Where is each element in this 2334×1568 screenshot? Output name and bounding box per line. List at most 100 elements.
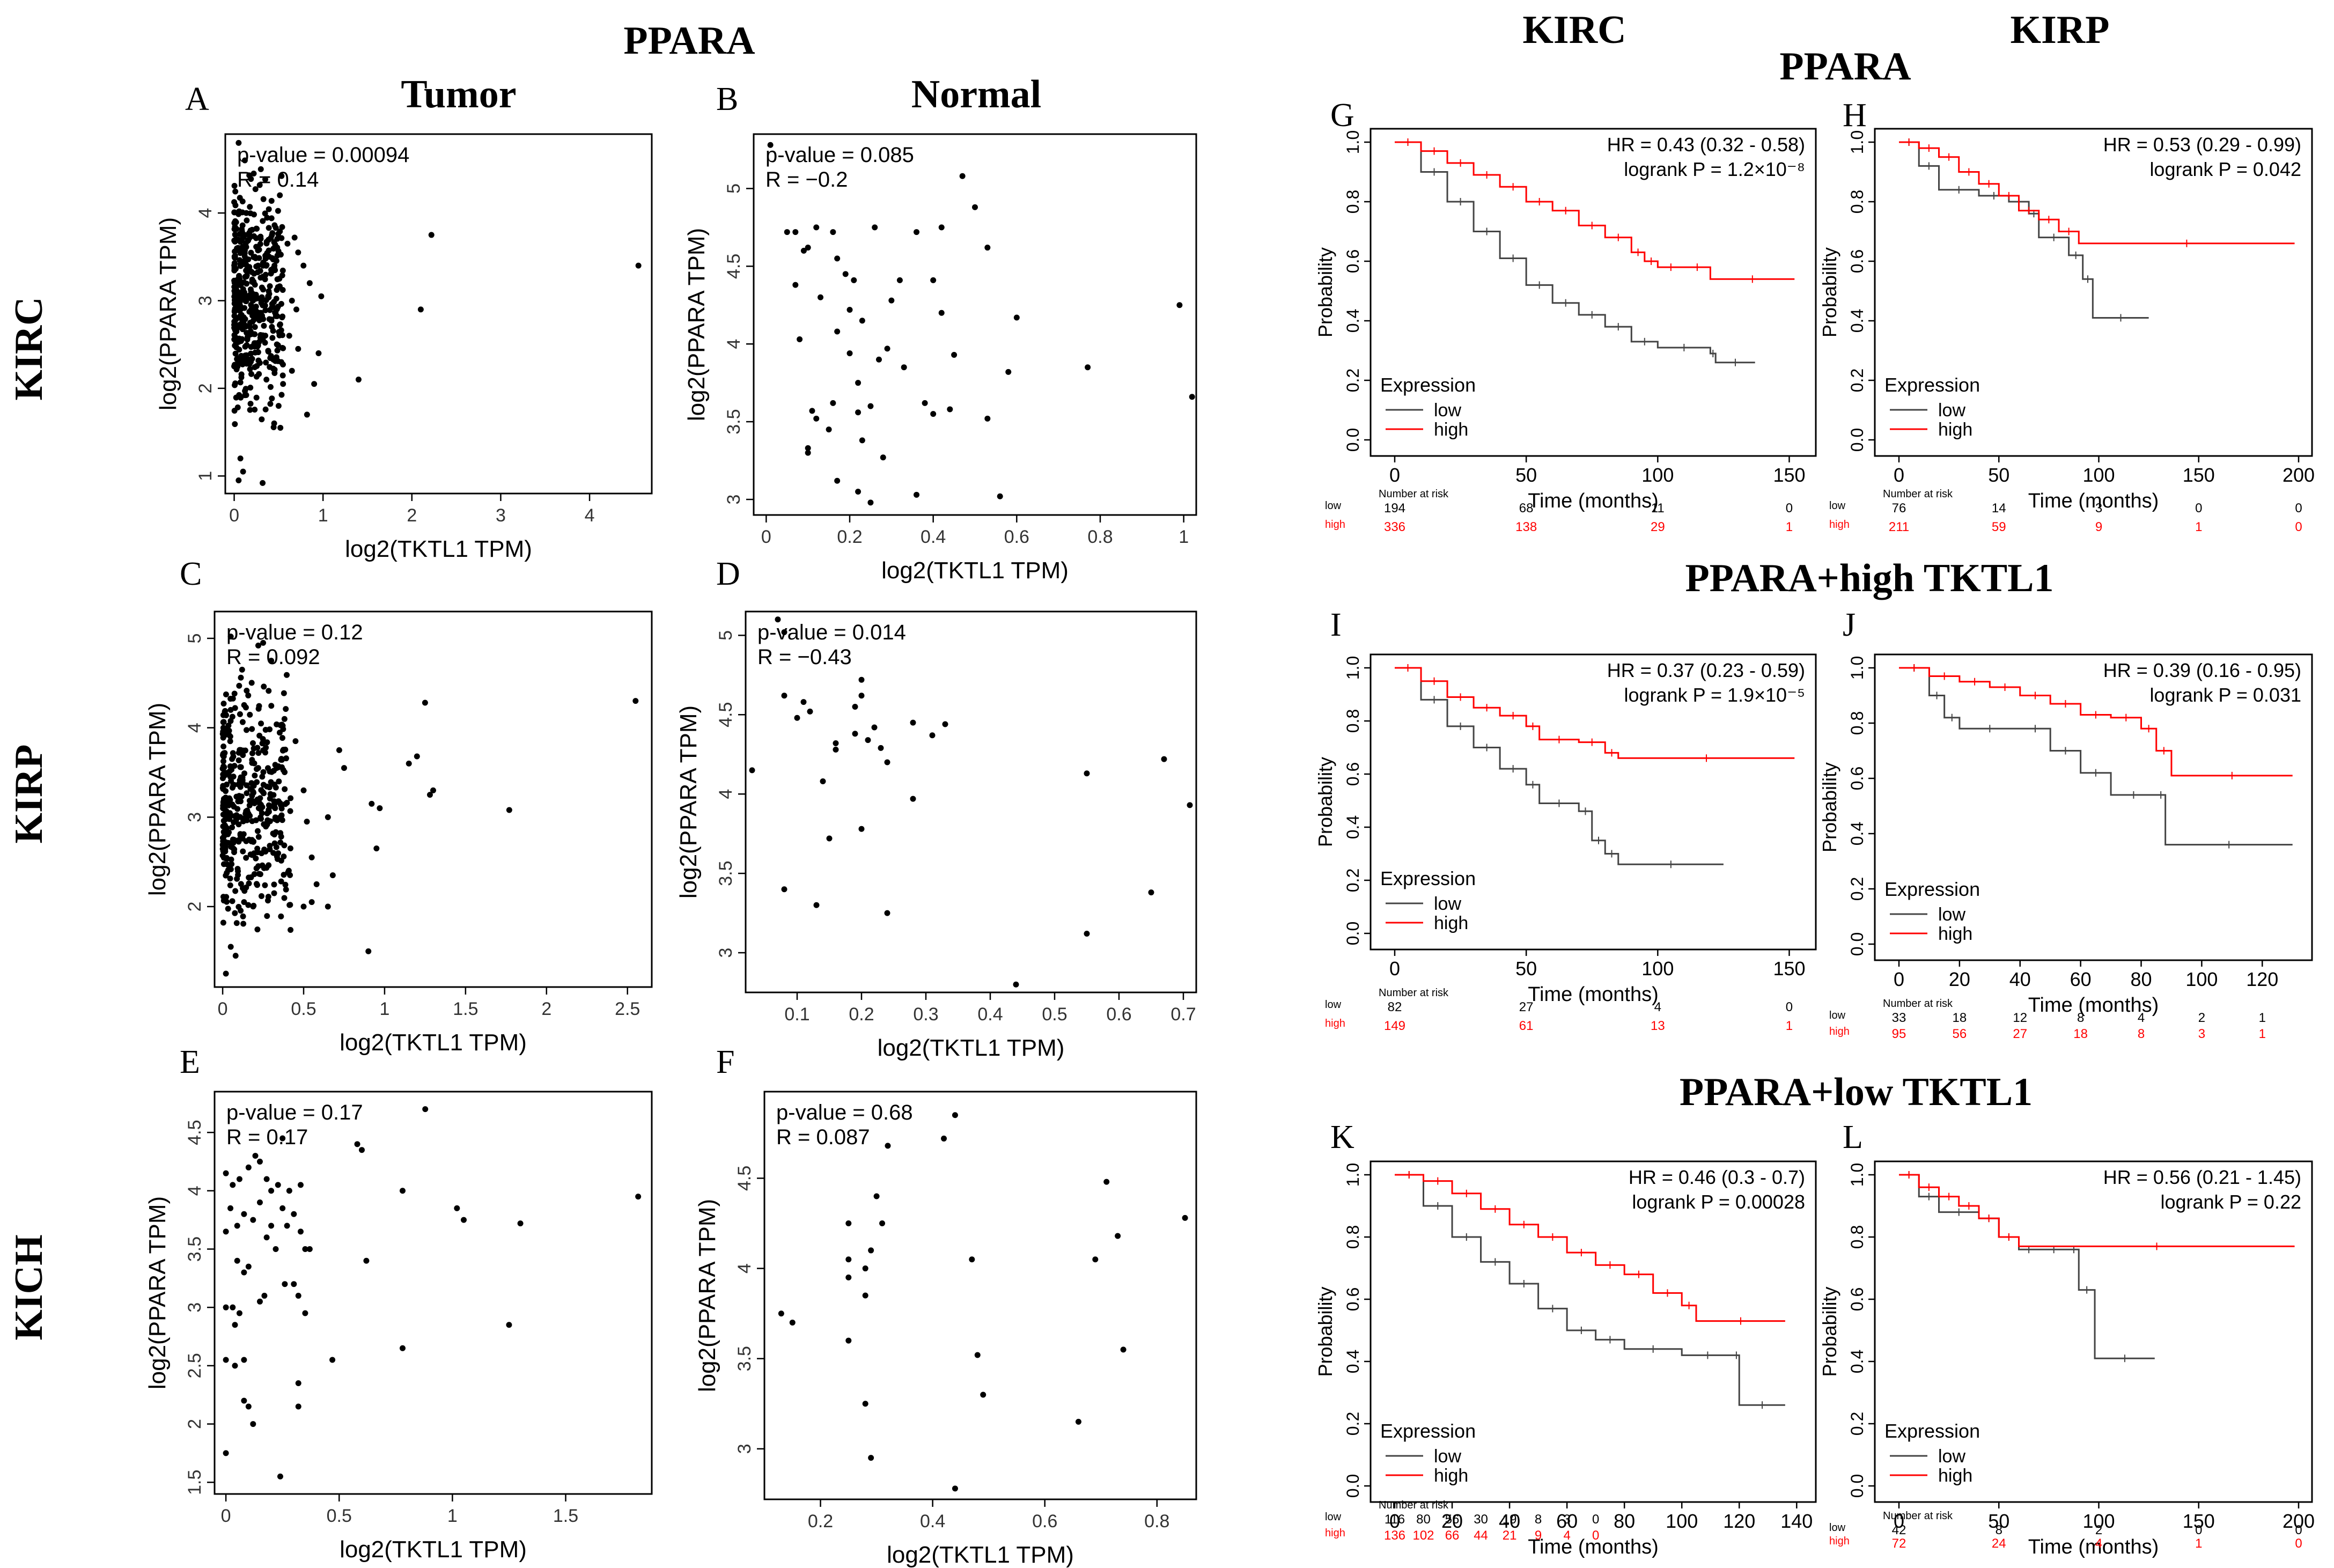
risk-count-high: 59 [1992,520,2006,534]
data-point [278,857,284,864]
risk-count-low: 0 [1786,1000,1793,1014]
data-point [237,231,243,237]
data-point [271,840,278,846]
data-point [264,215,270,221]
data-point [248,269,255,275]
data-point [297,1182,304,1188]
data-point [246,264,253,270]
y-tick-label: 0.2 [1847,1412,1867,1436]
data-point [220,758,226,764]
data-point [283,886,289,893]
data-point [223,970,229,977]
plot-frame [1370,128,1817,457]
y-tick-label: 0.4 [1847,309,1867,333]
data-point [247,711,253,718]
data-point [226,829,232,836]
data-point [242,704,249,711]
data-point [251,790,257,796]
y-tick-label: 1.0 [1847,130,1867,154]
risk-count-high: 0 [2295,1536,2302,1551]
data-point [959,173,966,179]
data-point [272,241,278,248]
data-point [781,693,787,699]
y-tick-label: 0.6 [1847,767,1867,790]
data-point [254,225,260,232]
data-point [363,1257,370,1264]
data-point [223,770,230,776]
data-point [250,798,256,805]
data-point [274,347,281,354]
x-axis-label: log2(TKTL1 TPM) [345,536,532,562]
data-point [220,743,227,750]
y-tick-label: 3.5 [185,1236,205,1262]
y-tick-label: 4 [195,208,216,218]
data-point [884,345,890,352]
data-point [274,276,281,283]
x-tick-label: 0 [1894,1510,1904,1532]
hazard-ratio: HR = 0.39 (0.16 - 0.95) [2103,659,2301,681]
data-point [242,343,248,350]
data-point [1005,369,1012,375]
data-point [302,1310,308,1316]
data-point [271,890,277,896]
data-point [267,307,273,313]
data-point [227,797,233,803]
data-point [232,327,238,333]
data-point [266,784,273,791]
data-point [341,765,347,771]
data-point [291,234,298,241]
data-point [867,403,874,409]
data-point [282,786,288,792]
risk-count-high: 18 [2073,1027,2088,1041]
risk-count-low: 19 [1503,1512,1517,1527]
data-point [229,756,235,762]
data-point [256,255,262,261]
data-point [1084,770,1090,777]
data-point [506,1322,512,1328]
data-point [274,235,281,242]
data-point [284,672,290,678]
plot-frame [745,610,1197,993]
km-panel-j: J 0.0 0.2 0.4 0.6 0.8 1.0 0 20 40 60 80 100 120 Time (… [1818,607,2313,1041]
y-axis-label: Probability [1818,247,1840,337]
y-tick-label: 1.5 [185,1470,205,1495]
data-point [231,254,238,261]
data-point [259,312,265,319]
data-point [635,1194,642,1200]
data-point [858,693,865,699]
x-axis-label: log2(TKTL1 TPM) [340,1536,527,1563]
y-axis-label: log2(PPARA TPM) [675,705,702,899]
risk-count-high: 95 [1892,1027,1906,1041]
y-axis-label: Probability [1818,1286,1840,1376]
data-point [244,817,250,823]
data-point [256,371,262,377]
data-point [257,871,263,878]
x-axis-label: Time (months) [2028,490,2159,512]
risk-table-title: Number at risk [1379,1499,1449,1511]
data-point [220,800,226,806]
data-point [231,226,238,232]
risk-count-high: 4 [1563,1528,1570,1543]
data-point [286,1188,292,1194]
data-point [245,692,252,698]
y-tick-label: 0.2 [1847,369,1867,392]
data-point [266,225,272,231]
risk-count-low: 194 [1384,501,1405,516]
x-tick-label: 100 [2185,968,2218,990]
data-point [300,903,307,910]
data-point [264,817,271,823]
data-point [300,787,307,793]
risk-count-high: 9 [1535,1528,1542,1543]
x-tick-label: 1.5 [453,999,478,1019]
data-point [862,1292,868,1299]
data-point [259,810,265,816]
y-tick-label: 0.6 [1847,249,1867,273]
data-point [240,244,246,250]
y-tick-label: 4.5 [734,1166,755,1191]
p-value-annotation: p-value = 0.68 [776,1101,913,1124]
data-point [805,445,811,451]
y-tick-label: 1.0 [1847,656,1867,680]
data-point [231,199,238,205]
y-tick-label: 4 [724,339,744,349]
x-tick-label: 0.3 [913,1004,938,1025]
